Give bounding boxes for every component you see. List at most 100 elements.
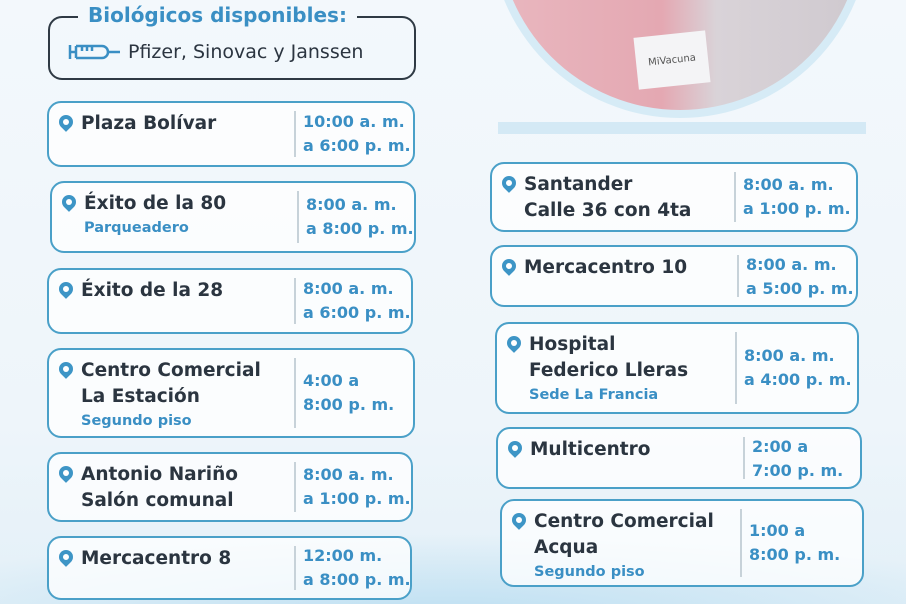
location-detail: Segundo piso xyxy=(534,564,645,580)
location-name: Hospital Federico Lleras Sede La Francia xyxy=(529,332,688,406)
biologics-title: Biológicos disponibles: xyxy=(78,3,357,27)
location-pin-icon xyxy=(499,256,519,276)
location-card: Hospital Federico Lleras Sede La Francia 8:… xyxy=(495,322,859,414)
location-pin-icon xyxy=(504,333,524,353)
opening-hours: 8:00 a. m. a 1:00 p. m. xyxy=(303,463,411,511)
card-divider xyxy=(743,437,745,479)
location-card: Centro Comercial Acqua Segundo piso 1:00 a 8… xyxy=(500,499,864,587)
location-name-line: Acqua xyxy=(534,537,599,558)
opening-hours: 10:00 a. m. a 6:00 p. m. xyxy=(303,110,411,158)
location-pin-icon xyxy=(56,359,76,379)
location-name: Centro Comercial Acqua Segundo piso xyxy=(534,509,714,583)
location-name: Mercacentro 8 xyxy=(81,546,231,572)
time-from: 12:00 m. xyxy=(303,546,383,565)
opening-hours: 1:00 a 8:00 p. m. xyxy=(749,519,840,567)
time-from: 8:00 a. m. xyxy=(306,195,397,214)
location-name-line: Centro Comercial xyxy=(534,511,714,532)
card-divider xyxy=(737,255,739,297)
divider-bar xyxy=(498,122,866,134)
location-pin-icon xyxy=(509,510,529,530)
biologics-names: Pfizer, Sinovac y Janssen xyxy=(128,41,364,63)
opening-hours: 12:00 m. a 8:00 p. m. xyxy=(303,544,411,592)
time-to: a 6:00 p. m. xyxy=(303,136,411,155)
location-name-line: Calle 36 con 4ta xyxy=(524,200,692,221)
time-to: a 6:00 p. m. xyxy=(303,303,411,322)
time-to: a 5:00 p. m. xyxy=(746,279,854,298)
time-to: a 4:00 p. m. xyxy=(744,370,852,389)
vaccination-photo: MiVacuna xyxy=(490,0,870,118)
time-from: 8:00 a. m. xyxy=(303,279,394,298)
location-name-line: Mercacentro 10 xyxy=(524,257,688,278)
location-name: Mercacentro 10 xyxy=(524,255,687,281)
time-from: 8:00 a. m. xyxy=(744,346,835,365)
opening-hours: 4:00 a 8:00 p. m. xyxy=(303,369,394,417)
time-to: a 1:00 p. m. xyxy=(303,489,411,508)
location-name-line: Centro Comercial xyxy=(81,360,261,381)
location-name: Multicentro xyxy=(530,437,650,463)
location-pin-icon xyxy=(56,279,76,299)
location-card: Antonio Nariño Salón comunal 8:00 a. m. a 1… xyxy=(47,452,413,522)
location-name-line: Federico Lleras xyxy=(529,360,689,381)
time-to: 8:00 p. m. xyxy=(303,395,395,414)
location-card: Mercacentro 8 12:00 m. a 8:00 p. m. xyxy=(47,536,412,600)
location-detail: Sede La Francia xyxy=(529,387,659,403)
card-divider xyxy=(294,358,296,428)
location-pin-icon xyxy=(499,173,519,193)
location-pin-icon xyxy=(59,192,79,212)
location-name: Plaza Bolívar xyxy=(81,111,216,137)
time-to: a 8:00 p. m. xyxy=(306,219,414,238)
location-name-line: Hospital xyxy=(529,334,616,355)
location-name: Centro Comercial La Estación Segundo piso xyxy=(81,358,261,432)
opening-hours: 8:00 a. m. a 8:00 p. m. xyxy=(306,193,414,241)
location-card: Centro Comercial La Estación Segundo piso 4… xyxy=(47,348,415,438)
location-name-line: Salón comunal xyxy=(81,490,234,511)
time-from: 4:00 a xyxy=(303,371,360,390)
location-name-line: Plaza Bolívar xyxy=(81,113,217,134)
location-name: Antonio Nariño Salón comunal xyxy=(81,462,238,514)
location-name: Santander Calle 36 con 4ta xyxy=(524,172,691,224)
location-name-line: Santander xyxy=(524,174,633,195)
location-card: Santander Calle 36 con 4ta 8:00 a. m. a 1:0… xyxy=(490,162,858,232)
location-name-line: La Estación xyxy=(81,386,200,407)
time-from: 8:00 a. m. xyxy=(743,175,834,194)
location-name-line: Éxito de la 80 xyxy=(84,193,227,214)
time-to: 8:00 p. m. xyxy=(749,545,841,564)
time-from: 10:00 a. m. xyxy=(303,112,405,131)
time-to: 7:00 p. m. xyxy=(752,461,844,480)
location-pin-icon xyxy=(56,463,76,483)
time-from: 2:00 a xyxy=(752,437,809,456)
opening-hours: 8:00 a. m. a 5:00 p. m. xyxy=(746,253,854,301)
opening-hours: 8:00 a. m. a 4:00 p. m. xyxy=(744,344,852,392)
time-from: 8:00 a. m. xyxy=(303,465,394,484)
location-card: Éxito de la 28 8:00 a. m. a 6:00 p. m. xyxy=(47,268,413,334)
opening-hours: 8:00 a. m. a 6:00 p. m. xyxy=(303,277,411,325)
location-pin-icon xyxy=(56,547,76,567)
time-from: 1:00 a xyxy=(749,521,806,540)
vaccine-card: MiVacuna xyxy=(633,30,711,90)
opening-hours: 8:00 a. m. a 1:00 p. m. xyxy=(743,173,851,221)
card-divider xyxy=(297,191,299,243)
location-name-line: Éxito de la 28 xyxy=(81,280,224,301)
location-card: Multicentro 2:00 a 7:00 p. m. xyxy=(496,427,862,489)
time-from: 8:00 a. m. xyxy=(746,255,837,274)
card-divider xyxy=(740,509,742,577)
card-divider xyxy=(735,332,737,404)
card-divider xyxy=(294,111,296,157)
location-name-line: Antonio Nariño xyxy=(81,464,239,485)
card-divider xyxy=(294,278,296,324)
location-name: Éxito de la 28 xyxy=(81,278,223,304)
time-to: a 1:00 p. m. xyxy=(743,199,851,218)
card-divider xyxy=(294,462,296,512)
time-to: a 8:00 p. m. xyxy=(303,570,411,589)
biologics-list: Pfizer, Sinovac y Janssen xyxy=(68,41,363,63)
location-pin-icon xyxy=(505,438,525,458)
location-card: Plaza Bolívar 10:00 a. m. a 6:00 p. m. xyxy=(47,101,415,167)
opening-hours: 2:00 a 7:00 p. m. xyxy=(752,435,843,483)
location-pin-icon xyxy=(56,112,76,132)
location-name: Éxito de la 80 Parqueadero xyxy=(84,191,226,239)
location-name-line: Multicentro xyxy=(530,439,651,460)
card-divider xyxy=(734,172,736,222)
syringe-icon xyxy=(68,44,120,60)
location-name-line: Mercacentro 8 xyxy=(81,548,232,569)
location-card: Mercacentro 10 8:00 a. m. a 5:00 p. m. xyxy=(490,245,858,307)
